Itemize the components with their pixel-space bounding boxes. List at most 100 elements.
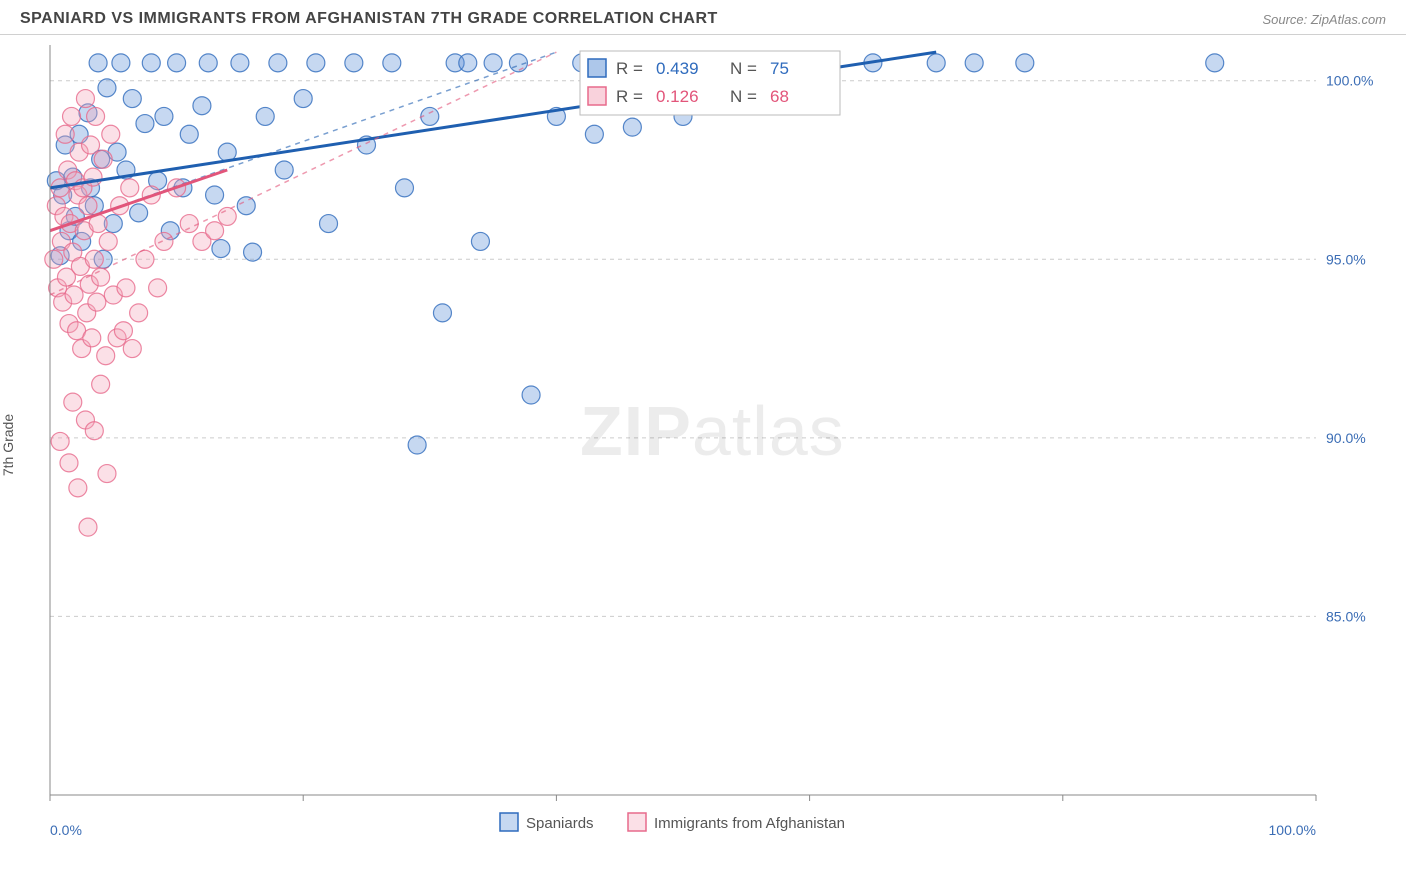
data-point [395, 179, 413, 197]
data-point [114, 322, 132, 340]
data-point [123, 90, 141, 108]
chart-title: SPANIARD VS IMMIGRANTS FROM AFGHANISTAN … [20, 10, 718, 28]
data-point [79, 518, 97, 536]
data-point [206, 222, 224, 240]
data-point [294, 90, 312, 108]
data-point [136, 250, 154, 268]
data-point [484, 54, 502, 72]
data-point [585, 125, 603, 143]
data-point [94, 150, 112, 168]
data-point [88, 293, 106, 311]
data-point [244, 243, 262, 261]
data-point [212, 240, 230, 258]
corr-n-label: N = [730, 87, 757, 106]
data-point [60, 454, 78, 472]
data-point [149, 279, 167, 297]
data-point [89, 54, 107, 72]
data-point [99, 232, 117, 250]
data-point [433, 304, 451, 322]
corr-r-label: R = [616, 59, 643, 78]
x-tick-label: 100.0% [1269, 822, 1316, 838]
data-point [117, 279, 135, 297]
data-point [92, 268, 110, 286]
data-point [87, 107, 105, 125]
corr-r-value: 0.439 [656, 59, 699, 78]
data-point [136, 115, 154, 133]
data-point [168, 54, 186, 72]
legend-swatch [500, 813, 518, 831]
data-point [459, 54, 477, 72]
data-point [471, 232, 489, 250]
scatter-chart: ZIPatlas 85.0% 90.0% 95.0% 100.0% 0.0% 100.0%… [40, 35, 1406, 855]
watermark: ZIPatlas [580, 392, 845, 470]
y-tick-label: 100.0% [1326, 73, 1373, 89]
data-point [522, 386, 540, 404]
data-point [51, 432, 69, 450]
data-point [76, 90, 94, 108]
data-point [218, 207, 236, 225]
corr-n-value: 68 [770, 87, 789, 106]
data-point [130, 204, 148, 222]
data-point [85, 422, 103, 440]
data-point [79, 197, 97, 215]
data-point [130, 304, 148, 322]
data-point [98, 79, 116, 97]
data-point [927, 54, 945, 72]
data-point [142, 54, 160, 72]
data-point [1016, 54, 1034, 72]
data-point [83, 329, 101, 347]
data-point [92, 375, 110, 393]
data-point [85, 250, 103, 268]
data-point [231, 54, 249, 72]
legend-swatch [588, 59, 606, 77]
data-point [121, 179, 139, 197]
data-point [307, 54, 325, 72]
corr-n-label: N = [730, 59, 757, 78]
y-tick-label: 90.0% [1326, 430, 1366, 446]
data-point [383, 54, 401, 72]
data-point [97, 347, 115, 365]
data-point [98, 465, 116, 483]
data-point [123, 340, 141, 358]
data-point [155, 232, 173, 250]
y-tick-label: 95.0% [1326, 251, 1366, 267]
corr-r-value: 0.126 [656, 87, 699, 106]
data-point [269, 54, 287, 72]
data-point [69, 479, 87, 497]
data-point [199, 54, 217, 72]
data-point [63, 107, 81, 125]
data-point [256, 107, 274, 125]
data-point [623, 118, 641, 136]
legend-swatch [628, 813, 646, 831]
data-point [1206, 54, 1224, 72]
data-point [965, 54, 983, 72]
data-point [112, 54, 130, 72]
data-point [237, 197, 255, 215]
y-axis-label: 7th Grade [0, 414, 16, 476]
data-point [345, 54, 363, 72]
data-point [64, 393, 82, 411]
data-point [155, 107, 173, 125]
corr-n-value: 75 [770, 59, 789, 78]
data-point [65, 286, 83, 304]
data-point [82, 136, 100, 154]
data-point [408, 436, 426, 454]
chart-source: Source: ZipAtlas.com [1262, 12, 1386, 27]
data-point [56, 125, 74, 143]
y-tick-label: 85.0% [1326, 608, 1366, 624]
data-point [320, 215, 338, 233]
data-point [180, 215, 198, 233]
data-point [180, 125, 198, 143]
corr-r-label: R = [616, 87, 643, 106]
x-tick-label: 0.0% [50, 822, 82, 838]
data-point [45, 250, 63, 268]
legend-swatch [588, 87, 606, 105]
chart-area: 7th Grade ZIPatlas 85.0% 90.0% 95.0% 100.0%… [0, 35, 1406, 855]
chart-header: SPANIARD VS IMMIGRANTS FROM AFGHANISTAN … [0, 0, 1406, 35]
data-point [206, 186, 224, 204]
data-point [102, 125, 120, 143]
data-point [275, 161, 293, 179]
data-point [193, 97, 211, 115]
legend-label: Immigrants from Afghanistan [654, 815, 845, 832]
legend-label: Spaniards [526, 815, 594, 832]
